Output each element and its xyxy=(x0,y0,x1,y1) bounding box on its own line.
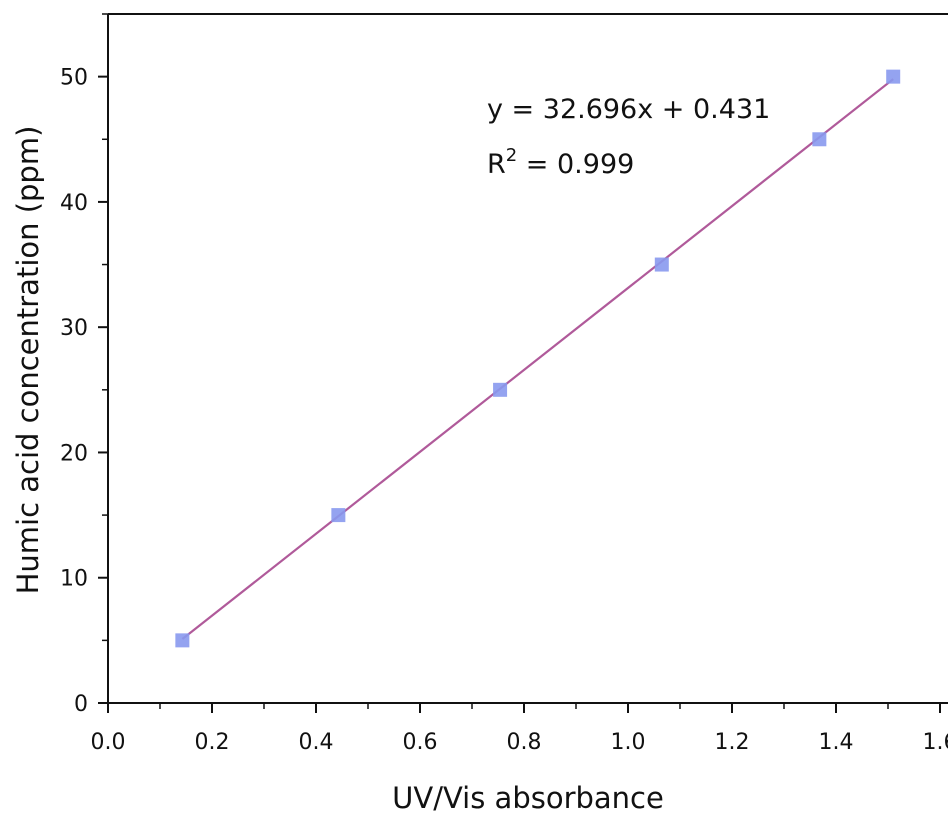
y-tick-label: 0 xyxy=(74,692,88,717)
x-tick-label: 1.2 xyxy=(715,730,750,755)
x-tick-label: 1.6 xyxy=(923,730,948,755)
x-axis-label: UV/Vis absorbance xyxy=(392,781,664,815)
y-tick-label: 20 xyxy=(60,441,88,466)
x-tick-label: 0.0 xyxy=(91,730,126,755)
x-tick-label: 0.8 xyxy=(507,730,542,755)
data-point xyxy=(331,508,346,523)
y-tick-label: 40 xyxy=(60,191,88,216)
fit-line-group xyxy=(181,78,894,640)
y-tick-label: 50 xyxy=(60,66,88,91)
x-tick-label: 0.2 xyxy=(195,730,230,755)
data-point xyxy=(175,633,190,648)
y-tick-label: 10 xyxy=(60,567,88,592)
r-squared-value: = 0.999 xyxy=(517,149,634,180)
equation-text: y = 32.696x + 0.431 xyxy=(487,94,770,125)
data-point xyxy=(886,69,901,84)
x-tick-label: 0.6 xyxy=(403,730,438,755)
data-point xyxy=(812,132,827,147)
ticks: 0.0 0.2 0.4 0.6 0.8 1.0 1.2 1.4 1.6 0 10 20 30 40 50 xyxy=(60,13,948,755)
x-tick-label: 1.0 xyxy=(611,730,646,755)
y-tick-label: 30 xyxy=(60,316,88,341)
r-squared-superscript: 2 xyxy=(506,145,517,166)
data-points xyxy=(175,69,901,648)
data-point xyxy=(654,257,669,272)
data-point xyxy=(493,382,508,397)
axes xyxy=(107,13,948,704)
fit-line xyxy=(181,78,894,640)
x-tick-label: 1.4 xyxy=(819,730,854,755)
r-squared-prefix: R xyxy=(487,149,506,180)
x-tick-label: 0.4 xyxy=(299,730,334,755)
r-squared-text: R2 = 0.999 xyxy=(487,145,634,180)
y-axis-label: Humic acid concentration (ppm) xyxy=(11,126,45,595)
